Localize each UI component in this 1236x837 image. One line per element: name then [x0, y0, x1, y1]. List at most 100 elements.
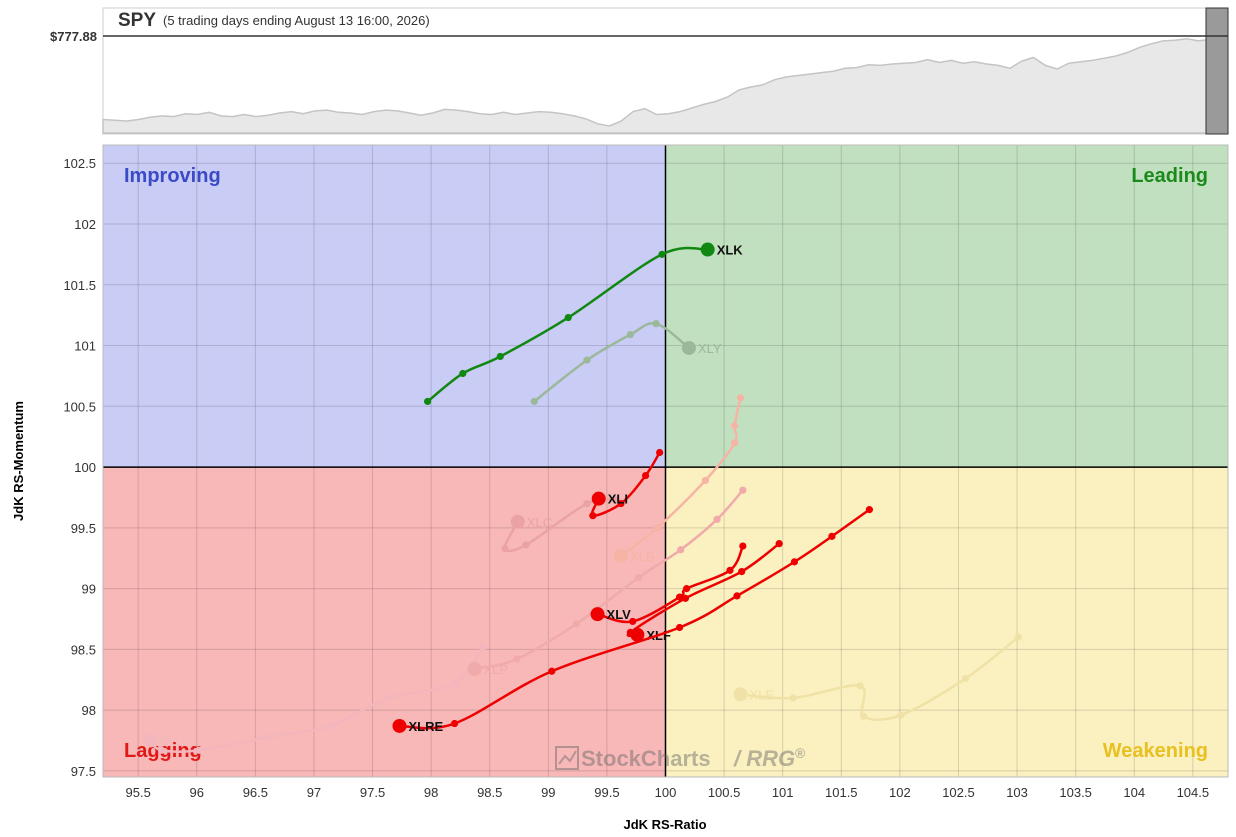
tail-label: XLP: [483, 662, 508, 677]
tail-head-point[interactable]: [392, 718, 407, 733]
x-tick-label: 104: [1123, 785, 1145, 800]
tail-point: [326, 722, 334, 730]
tail-xlb[interactable]: XLB: [613, 394, 745, 564]
y-tick-label: 100: [74, 460, 96, 475]
tail-head-point[interactable]: [613, 548, 628, 563]
tail-xlp[interactable]: XLP: [467, 486, 747, 677]
tail-point: [775, 540, 783, 548]
tail-label: XLC: [527, 515, 552, 530]
tail-point: [513, 655, 521, 663]
x-tick-label: 102: [889, 785, 911, 800]
tail-head-point[interactable]: [733, 687, 748, 702]
quadrant-label-weakening: Weakening: [1103, 740, 1208, 762]
tail-xlv[interactable]: XLV: [590, 542, 747, 626]
tail-point: [265, 733, 274, 741]
tail-point: [865, 506, 874, 514]
x-tick-label: 98.5: [477, 785, 502, 800]
tail-point: [572, 620, 581, 628]
y-tick-label: 99.5: [71, 521, 96, 536]
tail-point: [701, 476, 709, 485]
tail-point: [564, 313, 572, 322]
tail-point: [733, 592, 741, 600]
x-axis-label: JdK RS-Ratio: [623, 817, 706, 832]
tail-point: [656, 448, 664, 457]
tail-xli[interactable]: XLI: [589, 448, 664, 520]
y-tick-label: 101.5: [63, 278, 96, 293]
tail-head-point[interactable]: [700, 242, 715, 257]
tail-point: [677, 546, 685, 554]
tail-point: [736, 394, 745, 402]
x-tick-label: 96.5: [243, 785, 268, 800]
header-symbol: SPY: [118, 10, 156, 31]
tail-point: [641, 471, 650, 480]
y-tick-label: 97.5: [71, 764, 96, 779]
tail-point: [738, 568, 746, 576]
tail-point: [450, 719, 459, 728]
tail-point: [739, 542, 747, 550]
weakening-quadrant: [665, 467, 1228, 777]
tail-label: XLE: [750, 687, 775, 702]
tail-head-point[interactable]: [590, 607, 605, 622]
tail-label: XLV: [607, 607, 632, 622]
price-strip: SPY (5 trading days ending August 13 16:…: [50, 7, 1229, 135]
x-tick-label: 98: [424, 785, 438, 800]
tail-point: [658, 250, 666, 258]
spy-price-area: [102, 37, 1223, 134]
tail-xle[interactable]: XLE: [733, 633, 1022, 722]
tail-point: [450, 679, 459, 688]
lagging-quadrant: [103, 467, 666, 777]
plot-frame: [102, 144, 1229, 778]
y-tick-label: 98.5: [71, 642, 96, 657]
tail-xly[interactable]: XLY: [530, 320, 722, 406]
tail-point: [726, 566, 734, 574]
center-lines: [103, 145, 1228, 777]
tail-xlre[interactable]: XLRE: [392, 506, 874, 734]
tail-head-point[interactable]: [510, 514, 525, 529]
watermark-product: / RRG: [733, 746, 795, 771]
tail-point: [961, 674, 970, 683]
tail-point: [384, 694, 392, 702]
price-label: $777.88: [50, 29, 97, 44]
tail-point: [424, 397, 432, 406]
tail-point: [626, 331, 634, 339]
x-tick-label: 102.5: [942, 785, 975, 800]
tail-label: XLRE: [408, 719, 443, 734]
tail-point: [731, 439, 739, 447]
tail-point: [731, 422, 739, 430]
tail-head-point[interactable]: [467, 661, 482, 676]
tail-point: [501, 544, 509, 553]
x-tick-label: 104.5: [1177, 785, 1210, 800]
tail-head-point[interactable]: [142, 733, 157, 748]
tail-point: [859, 712, 868, 720]
y-tick-label: 102: [74, 217, 96, 232]
tail-xlu[interactable]: XLU: [142, 643, 487, 754]
tail-xlk[interactable]: XLK: [424, 242, 743, 406]
tail-label: XLY: [698, 341, 722, 356]
tail-point: [530, 397, 538, 406]
x-tick-label: 100: [655, 785, 677, 800]
tail-point: [739, 486, 747, 494]
tail-point: [548, 667, 556, 675]
tail-point: [479, 643, 487, 651]
x-tick-label: 97: [307, 785, 321, 800]
tail-point: [681, 594, 690, 602]
tail-point: [634, 574, 643, 582]
tail-point: [675, 623, 684, 632]
period-highlight: [1205, 7, 1229, 135]
y-tick-label: 100.5: [63, 399, 96, 414]
quadrant-label-improving: Improving: [124, 165, 221, 187]
tail-point: [629, 617, 637, 626]
tail-head-point[interactable]: [630, 627, 645, 642]
tail-head-point[interactable]: [681, 340, 696, 355]
y-tick-label: 99: [82, 582, 96, 597]
tail-head-point[interactable]: [591, 491, 606, 506]
tail-point: [790, 558, 799, 566]
tail-point: [789, 694, 797, 702]
tail-line: [398, 508, 871, 730]
y-axis-label: JdK RS-Momentum: [11, 401, 26, 521]
y-tick-label: 101: [74, 339, 96, 354]
x-tick-label: 101.5: [825, 785, 858, 800]
tail-point: [522, 541, 530, 549]
